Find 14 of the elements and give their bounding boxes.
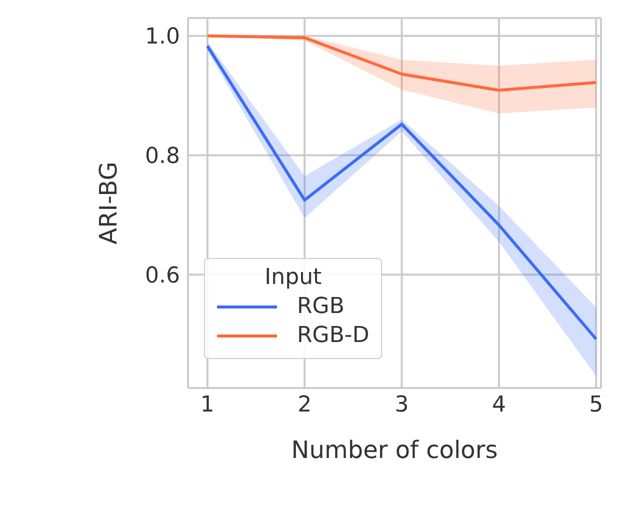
x-tick-label: 3 [394,392,409,418]
x-tick-label: 5 [589,392,604,418]
x-tick-label: 2 [298,392,312,418]
x-axis-title: Number of colors [291,436,498,464]
y-axis-title: ARI-BG [94,162,123,244]
x-tick-label: 4 [492,392,506,418]
legend-label: RGB [297,294,344,319]
line-series [206,34,598,92]
y-tick-label: 1.0 [145,24,180,50]
y-tick-label: 0.6 [145,263,180,288]
y-tick-label: 0.8 [145,144,180,170]
legend-label: RGB-D [297,323,370,348]
x-tick-label: 1 [200,392,214,418]
legend-title: Input [264,265,323,290]
